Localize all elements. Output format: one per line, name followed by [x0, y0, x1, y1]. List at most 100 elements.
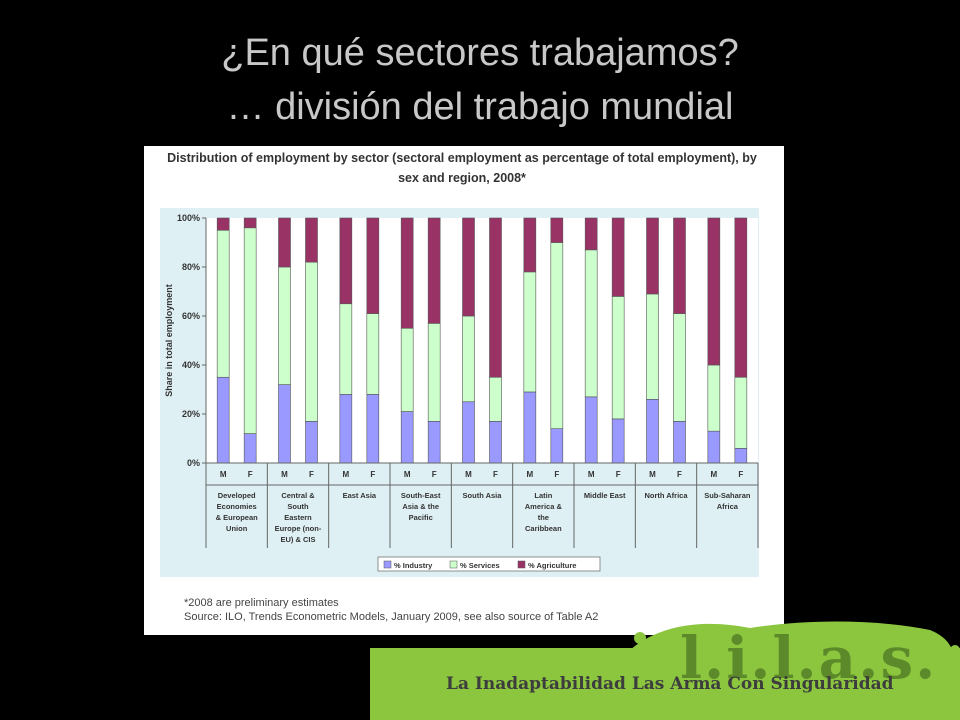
bar-industry	[305, 421, 318, 464]
bar-agriculture	[734, 217, 748, 378]
bar-industry	[550, 428, 564, 464]
logo-letters: l.i.l.a.s.	[680, 624, 938, 692]
bar-industry	[427, 421, 441, 464]
region-label: the	[538, 513, 549, 522]
bar-industry	[734, 447, 748, 464]
bar-services	[339, 303, 353, 395]
region-label: Economies	[217, 502, 257, 511]
bar-services	[673, 313, 686, 422]
x-tick-label: F	[493, 470, 498, 479]
bar-agriculture	[489, 217, 502, 378]
y-tick-label: 80%	[182, 262, 200, 272]
region-label: North Africa	[644, 491, 688, 500]
bar-agriculture	[646, 217, 659, 295]
chart-footnote: *2008 are preliminary estimates	[184, 597, 339, 609]
bar-services	[646, 293, 659, 400]
bar-agriculture	[216, 217, 230, 231]
x-tick-label: M	[404, 470, 411, 479]
logo-splash-drop	[634, 632, 646, 644]
legend-swatch	[449, 560, 458, 569]
region-label: Caribbean	[525, 524, 562, 533]
bar-services	[278, 266, 291, 385]
logo-splash-drop	[950, 645, 960, 655]
x-tick-label: M	[649, 470, 656, 479]
x-tick-label: M	[220, 470, 227, 479]
bar-agriculture	[584, 217, 598, 251]
bar-industry	[339, 394, 353, 464]
x-tick-label: F	[554, 470, 559, 479]
region-label: Pacific	[409, 513, 433, 522]
x-tick-label: M	[527, 470, 534, 479]
lilas-logo: l.i.l.a.s. La Inadaptabilidad Las Arma C…	[370, 620, 960, 720]
bar-services	[584, 249, 598, 398]
bar-agriculture	[707, 217, 721, 366]
bar-industry	[611, 418, 625, 464]
bar-industry	[462, 401, 475, 464]
bar-industry	[216, 376, 230, 464]
region-label: South Asia	[463, 491, 503, 500]
y-tick-label: 60%	[182, 311, 200, 321]
region-label: Union	[226, 524, 248, 533]
x-tick-label: F	[432, 470, 437, 479]
y-tick-label: 40%	[182, 360, 200, 370]
bar-services	[489, 376, 502, 422]
legend-swatch	[383, 560, 392, 569]
bar-industry	[243, 433, 257, 464]
legend-label: % Services	[460, 561, 500, 570]
bar-services	[462, 315, 475, 403]
x-tick-label: M	[711, 470, 718, 479]
region-label: America &	[525, 502, 563, 511]
x-tick-label: F	[309, 470, 314, 479]
bar-services	[611, 296, 625, 420]
bar-industry	[673, 421, 686, 464]
bar-agriculture	[550, 217, 564, 243]
region-label: Europe (non-	[275, 524, 322, 533]
bar-agriculture	[427, 217, 441, 324]
slide-title-line-1: ¿En qué sectores trabajamos?	[221, 32, 739, 74]
bar-agriculture	[339, 217, 353, 305]
bar-services	[366, 313, 380, 395]
region-label: & European	[216, 513, 259, 522]
bar-industry	[366, 394, 380, 464]
x-tick-label: M	[281, 470, 288, 479]
chart-title: Distribution of employment by sector (se…	[167, 151, 757, 185]
y-tick-label: 0%	[187, 458, 200, 468]
region-label: EU) & CIS	[280, 535, 315, 544]
bar-industry	[489, 421, 502, 464]
y-tick-label: 100%	[177, 213, 200, 223]
bar-agriculture	[366, 217, 380, 314]
legend-label: % Industry	[394, 561, 433, 570]
bar-industry	[523, 391, 537, 464]
chart-source: Source: ILO, Trends Econometric Models, …	[184, 611, 599, 623]
region-label: Eastern	[284, 513, 312, 522]
slide-title-line-2: … división del trabajo mundial	[226, 86, 734, 128]
bar-agriculture	[462, 217, 475, 317]
bar-services	[400, 327, 414, 412]
bar-services	[734, 376, 748, 449]
bar-services	[707, 364, 721, 432]
stacked-bar-chart: 0% 20% 40% 60% 80% 100% Share in total employm…	[164, 213, 759, 572]
region-label: Africa	[717, 502, 739, 511]
region-label: Middle East	[584, 491, 626, 500]
plot-area	[206, 218, 758, 463]
x-tick-label: M	[343, 470, 350, 479]
bar-agriculture	[243, 217, 257, 229]
bar-services	[243, 227, 257, 434]
region-label: South-East	[401, 491, 441, 500]
legend-box	[377, 556, 601, 572]
bar-industry	[707, 430, 721, 464]
bar-industry	[278, 384, 291, 464]
x-tick-label: F	[677, 470, 682, 479]
bar-agriculture	[523, 217, 537, 273]
region-label: Central &	[281, 491, 315, 500]
bar-services	[523, 271, 537, 393]
bar-industry	[400, 411, 414, 464]
region-label: Asia & the	[402, 502, 439, 511]
bar-agriculture	[673, 217, 686, 314]
bar-services	[305, 261, 318, 422]
bar-industry	[584, 396, 598, 464]
x-tick-label: M	[588, 470, 595, 479]
bar-industry	[646, 399, 659, 464]
region-label: East Asia	[343, 491, 377, 500]
logo-tagline: La Inadaptabilidad Las Arma Con Singular…	[446, 674, 894, 694]
